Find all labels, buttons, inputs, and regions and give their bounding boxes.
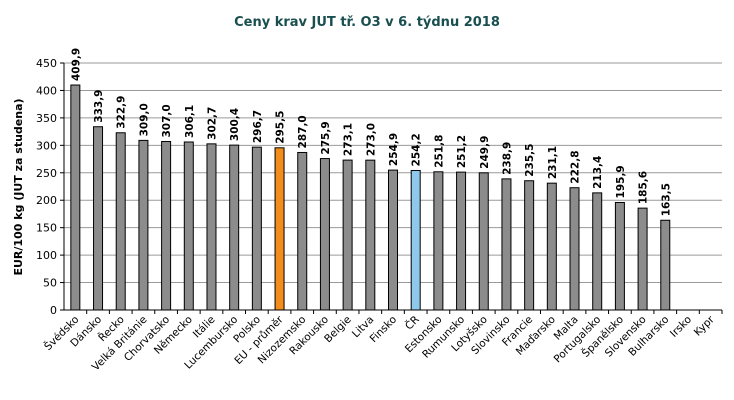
data-label: 296,7 bbox=[252, 110, 264, 143]
bar bbox=[433, 171, 444, 311]
bar bbox=[342, 159, 353, 311]
bar bbox=[365, 159, 376, 311]
data-label: 249,9 bbox=[479, 136, 491, 169]
x-tick-label: Irsko bbox=[668, 314, 694, 340]
data-label: 295,5 bbox=[275, 111, 287, 144]
data-label: 235,5 bbox=[524, 144, 536, 177]
y-axis-label: EUR/100 kg (JUT za studena) bbox=[12, 98, 25, 275]
y-tick-label: 300 bbox=[36, 139, 57, 152]
data-labels: 409,9 333,9 322,9 309,0 307,0 306,1 302,7 300,4… bbox=[70, 48, 672, 216]
y-tick-label: 50 bbox=[43, 277, 57, 290]
data-label: 287,0 bbox=[297, 115, 309, 148]
y-axis-ticks: 0 50 100 150 200 250 300 350 400 450 bbox=[36, 57, 64, 317]
data-label: 222,8 bbox=[570, 150, 582, 183]
bar bbox=[660, 219, 671, 311]
y-tick-label: 450 bbox=[36, 57, 57, 70]
bar bbox=[206, 143, 217, 311]
data-label: 322,9 bbox=[116, 96, 128, 129]
y-tick-label: 350 bbox=[36, 112, 57, 125]
data-label: 195,9 bbox=[615, 165, 627, 198]
y-tick-label: 400 bbox=[36, 84, 57, 97]
y-tick-label: 250 bbox=[36, 167, 57, 180]
y-tick-label: 0 bbox=[50, 304, 57, 317]
data-label: 238,9 bbox=[501, 142, 513, 175]
y-tick-label: 200 bbox=[36, 194, 57, 207]
bar bbox=[138, 139, 149, 311]
chart-title: Ceny krav JUT tř. O3 v 6. týdnu 2018 bbox=[234, 15, 500, 30]
bar bbox=[410, 169, 421, 311]
bar bbox=[388, 169, 398, 311]
bar bbox=[614, 201, 625, 311]
data-label: 309,0 bbox=[138, 103, 150, 136]
x-tick-label: Kypr bbox=[692, 313, 717, 338]
bar bbox=[70, 84, 81, 311]
data-label: 302,7 bbox=[206, 107, 218, 140]
bar bbox=[501, 178, 512, 311]
bar bbox=[478, 172, 489, 311]
bar bbox=[546, 182, 557, 311]
data-label: 254,9 bbox=[388, 133, 400, 166]
data-label: 251,8 bbox=[433, 135, 445, 168]
data-label: 307,0 bbox=[161, 104, 173, 137]
bar bbox=[274, 147, 285, 311]
bar bbox=[637, 207, 648, 311]
data-label: 306,1 bbox=[184, 105, 196, 138]
data-label: 273,0 bbox=[365, 123, 377, 156]
data-label: 251,2 bbox=[456, 135, 468, 168]
data-label: 275,9 bbox=[320, 121, 332, 154]
data-label: 409,9 bbox=[70, 48, 82, 81]
data-label: 185,6 bbox=[638, 171, 650, 204]
bar bbox=[251, 146, 262, 311]
data-label: 300,4 bbox=[229, 108, 241, 141]
bar bbox=[319, 158, 330, 311]
bar bbox=[569, 187, 580, 311]
data-label: 333,9 bbox=[93, 90, 105, 123]
bar bbox=[93, 126, 104, 311]
bar bbox=[592, 192, 603, 311]
y-tick-label: 100 bbox=[36, 249, 57, 262]
bar bbox=[115, 132, 126, 311]
data-label: 163,5 bbox=[660, 183, 672, 216]
bar bbox=[183, 141, 194, 311]
bar bbox=[229, 144, 240, 311]
data-label: 254,2 bbox=[411, 133, 423, 166]
bar bbox=[297, 151, 308, 311]
data-label: 213,4 bbox=[592, 156, 604, 189]
bar bbox=[456, 171, 467, 311]
bar bbox=[524, 180, 535, 311]
data-label: 231,1 bbox=[547, 146, 559, 179]
data-label: 273,1 bbox=[343, 123, 355, 156]
bar bbox=[161, 140, 172, 311]
y-tick-label: 150 bbox=[36, 222, 57, 235]
